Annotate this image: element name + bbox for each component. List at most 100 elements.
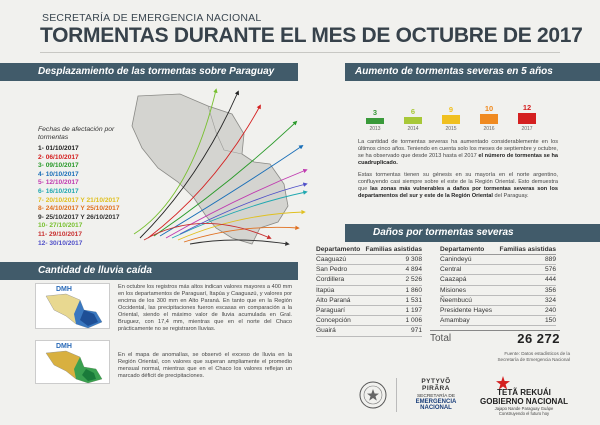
table-row: Canindeyú 889 [440,255,556,266]
band-rain: Cantidad de lluvia caída [0,262,298,280]
header-families: Familias asistidas [499,246,556,253]
storm-arrow [177,209,306,241]
table-row: Alto Paraná 1 531 [316,296,422,306]
table-row: Itapúa 1 860 [316,286,422,296]
source-line-2: Secretaría de Emergencia Nacional [497,356,570,362]
families-count: 2 526 [405,276,422,284]
legend-item: 5- 12/10/2017 [38,179,79,187]
families-count: 356 [544,286,556,294]
families-count: 150 [544,317,556,325]
families-count: 444 [544,276,556,284]
damage-table-left: Departamento Familias asistidas Caaguazú 9 … [316,246,422,337]
bar-value-label: 12 [522,103,532,112]
dept-name: Canindeyú [440,256,472,263]
gov-logo-line-1: TETÃ REKUÁI [497,388,551,397]
bar-value-label: 3 [372,108,378,118]
bar-year-label: 2013 [369,126,381,132]
table-header: Departamento Familias asistidas [316,246,422,255]
sen-logo-mid: PIRÃRA [422,385,450,392]
table-row: Guairá 971 [316,326,422,337]
legend-item: 11- 29/10/2017 [38,230,82,238]
band-displacement: Desplazamiento de las tormentas sobre Pa… [0,63,298,81]
table-row: Concepción 1 006 [316,316,422,327]
storm-arrow [171,190,308,239]
storm-arrow [139,90,239,239]
gov-logo-line-2: GOBIERNO NACIONAL [480,397,568,406]
legend-list: 1- 01/10/2017 2- 06/10/2017 3- 09/10/2017 4… [38,145,128,248]
sen-logo-line-1: SECRETARÍA DE [416,394,456,399]
sen-logo: PYTYVÕ PIRÃRA SECRETARÍA DE EMERGENCIA N… [404,378,468,411]
legend-item: 7- 20/10/2017 Y 21/10/2017 [38,196,120,204]
table-row: Central 576 [440,265,556,276]
table-row: San Pedro 4 894 [316,265,422,276]
table-row: Caazapá 444 [440,275,556,286]
increase-paragraph-1: La cantidad de tormentas severas ha aume… [358,139,558,167]
families-count: 889 [544,256,556,263]
bar [518,113,536,124]
header-dept: Departamento [440,246,485,253]
legend-item: 3- 09/10/2017 [38,162,79,170]
band-displacement-label: Desplazamiento de las tormentas sobre Pa… [38,66,275,77]
dept-name: Guairá [316,327,336,335]
families-count: 576 [544,266,556,274]
storm-arrow [159,144,304,237]
sen-logo-line-2: EMERGENCIA [415,399,457,405]
table-row: Amambay 150 [440,316,556,327]
band-rain-label: Cantidad de lluvia caída [38,265,152,276]
families-count: 1 860 [405,286,422,294]
bar-year-label: 2017 [521,126,533,132]
increase-p2-end: del Paraguay. [494,193,529,199]
dept-name: Central [440,266,462,274]
families-count: 324 [544,296,556,304]
storm-arrow [165,168,308,239]
dept-name: Itapúa [316,286,335,294]
band-damages: Daños por tormentas severas [345,224,600,242]
increase-p1-text: La cantidad de tormentas severas ha aume… [358,139,558,159]
bar-year-label: 2014 [407,126,419,132]
table-row: Ñeembucú 324 [440,296,556,306]
source-line-1: Fuente: Datos estadísticos de la [504,351,570,356]
storm-arrow [183,225,300,243]
band-increase: Aumento de tormentas severas en 5 años [345,63,600,81]
header-dept: Departamento [316,246,361,253]
table-row: Caaguazú 9 308 [316,255,422,266]
page-title: TORMENTAS DURANTE EL MES DE OCTUBRE DE 2… [40,24,583,47]
header-families: Familias asistidas [365,246,422,253]
rain-paragraph-2: En el mapa de anomalías, se observó el e… [118,352,292,379]
storm-arrow [179,182,308,235]
storm-arrow [153,120,298,237]
storm-legend: Fechas de afectación por tormentas 1- 01… [38,126,128,248]
band-damages-label: Daños por tormentas severas [373,227,514,238]
legend-item: 8- 24/10/2017 Y 25/10/2017 [38,205,120,213]
supertitle: SECRETARÍA DE EMERGENCIA NACIONAL [42,12,262,24]
band-increase-label: Aumento de tormentas severas en 5 años [355,66,553,77]
dept-name: Ñeembucú [440,296,472,304]
families-count: 1 197 [405,306,422,314]
increase-paragraph-2: Estas tormentas tienen su génesis en su … [358,172,558,200]
dept-name: Presidente Hayes [440,306,493,314]
anomaly-map: DMH [35,340,110,384]
dept-name: Misiones [440,286,467,294]
national-seal-icon [359,381,387,409]
increase-p2-text: Estas tormentas tienen su génesis en su … [358,172,558,192]
legend-item: 2- 06/10/2017 [38,153,79,161]
increase-p2-highlight: las zonas más vulnerables a daños por to… [358,186,558,199]
bar-year-label: 2015 [445,126,457,132]
families-count: 1 006 [405,317,422,325]
dept-name: Caaguazú [316,256,347,263]
families-count: 1 531 [405,296,422,304]
dept-name: San Pedro [316,266,348,274]
storm-increase-chart: 3 2013 6 2014 9 2015 10 2016 12 2017 [360,86,550,138]
total-row: Total 26 272 [430,330,560,346]
rainfall-map-graphic [45,293,103,329]
bar-year-label: 2016 [483,126,495,132]
bar-value-label: 6 [410,106,416,116]
dmh-logo-2: DMH [56,343,72,350]
dept-name: Amambay [440,317,470,325]
dept-name: Cordillera [316,276,345,284]
table-row: Cordillera 2 526 [316,275,422,286]
dept-name: Concepción [316,317,351,325]
footer-divider [396,378,397,412]
header-rule [40,52,560,53]
total-label: Total [430,333,452,344]
